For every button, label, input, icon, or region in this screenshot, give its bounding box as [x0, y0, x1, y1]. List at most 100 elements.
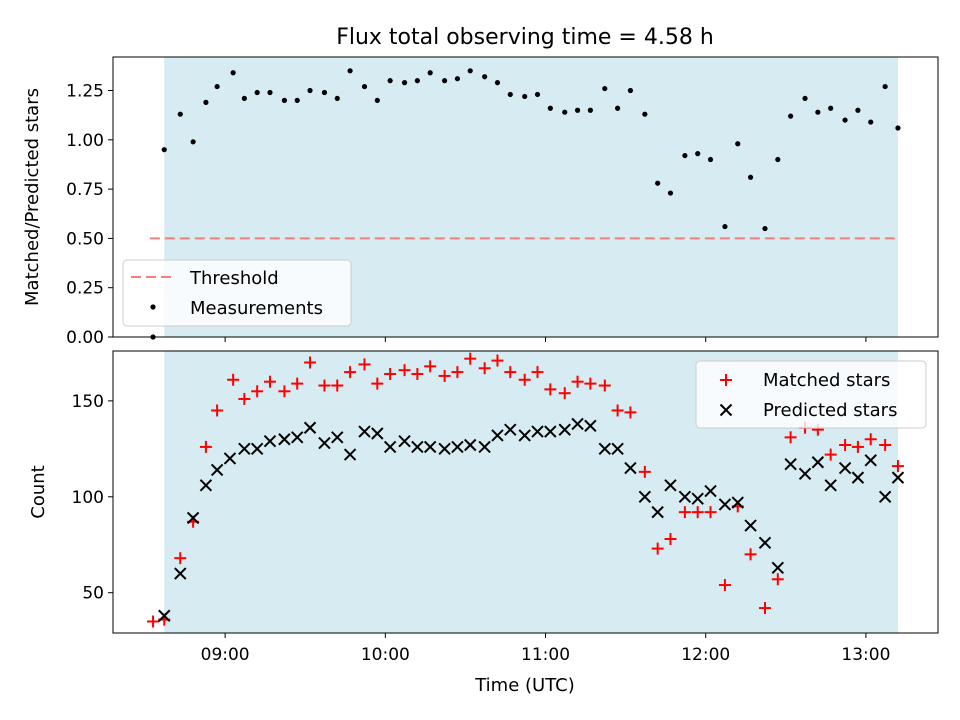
- measurement-point: [574, 107, 581, 113]
- legend-predicted-swatch: [719, 403, 733, 417]
- x-tick-label: 12:00: [681, 645, 730, 665]
- measurement-point: [788, 113, 794, 119]
- matched-star-point: [398, 364, 411, 377]
- predicted-star-point: [343, 448, 357, 461]
- measurement-point: [695, 151, 701, 157]
- measurement-point: [707, 156, 714, 163]
- measurement-point: [855, 107, 861, 113]
- measurement-point: [254, 89, 260, 96]
- x-axis-label: Time (UTC): [474, 675, 575, 696]
- predicted-star-point: [771, 561, 785, 574]
- predicted-star-point: [851, 471, 865, 484]
- top-y-tick-label: 0.75: [66, 180, 104, 200]
- predicted-star-point: [383, 440, 397, 454]
- matched-star-point: [318, 379, 331, 392]
- measurement-point: [361, 83, 368, 90]
- matched-star-point: [344, 366, 357, 379]
- predicted-star-point: [263, 434, 277, 448]
- predicted-star-point: [303, 421, 317, 434]
- measurement-point: [230, 70, 236, 76]
- matched-star-point: [691, 506, 704, 519]
- predicted-star-point: [504, 423, 517, 436]
- matched-star-point: [491, 354, 504, 367]
- bottom-y-tick-label: 50: [82, 584, 104, 604]
- measurement-point: [307, 87, 313, 94]
- predicted-star-point: [210, 463, 224, 477]
- legend-measurements-label: Measurements: [190, 298, 323, 319]
- measurement-point: [414, 78, 420, 84]
- predicted-star-point: [784, 457, 797, 471]
- measurement-point: [427, 70, 433, 76]
- predicted-star-point: [691, 492, 704, 505]
- measurement-point: [775, 156, 781, 163]
- matched-star-point: [518, 373, 531, 386]
- predicted-star-point: [438, 442, 451, 456]
- measurement-point: [387, 78, 393, 84]
- predicted-star-point: [891, 471, 905, 484]
- bottom-x-ticks: 09:00 10:00 11:00 12:00 13:00: [201, 633, 890, 665]
- measurement-point: [868, 119, 874, 125]
- measurement-point: [602, 85, 608, 92]
- predicted-star-point: [478, 440, 491, 454]
- predicted-star-point: [611, 442, 624, 456]
- predicted-star-point: [250, 442, 264, 456]
- top-y-ticks: 0.00 0.25 0.50 0.75 1.00 1.25: [66, 82, 113, 348]
- predicted-star-points: [158, 417, 905, 622]
- measurement-point: [281, 97, 288, 103]
- matched-star-point: [238, 392, 251, 405]
- predicted-star-point: [371, 427, 384, 440]
- matched-star-point: [584, 377, 597, 390]
- matched-star-point: [531, 366, 544, 379]
- measurement-point: [267, 89, 273, 96]
- bottom-legend-box: [695, 360, 927, 429]
- top-y-tick-label: 0.00: [66, 328, 104, 348]
- predicted-star-point: [624, 461, 637, 475]
- matched-star-point: [638, 465, 651, 478]
- measurement-point: [294, 97, 300, 103]
- measurement-point: [615, 105, 621, 111]
- measurement-point: [347, 68, 353, 74]
- predicted-star-point: [544, 425, 557, 438]
- predicted-star-point: [199, 479, 213, 492]
- predicted-star-point: [291, 431, 304, 444]
- matched-star-point: [411, 368, 424, 381]
- predicted-star-point: [758, 536, 772, 550]
- measurement-point: [642, 111, 648, 117]
- predicted-star-point: [518, 429, 531, 442]
- measurement-point: [547, 105, 553, 111]
- predicted-star-point: [411, 440, 424, 454]
- measurement-point: [321, 89, 328, 96]
- matched-star-point: [771, 573, 784, 586]
- predicted-star-point: [278, 433, 291, 446]
- measurement-point: [177, 111, 183, 117]
- top-axes-frame: [112, 56, 939, 338]
- matched-star-point: [864, 433, 877, 446]
- x-tick-label: 09:00: [201, 645, 250, 665]
- predicted-star-point: [731, 496, 744, 509]
- legend-matched-label: Matched stars: [763, 370, 890, 391]
- predicted-star-point: [638, 490, 652, 504]
- matched-star-point: [384, 368, 397, 381]
- predicted-star-point: [571, 417, 584, 431]
- matched-star-point: [291, 377, 304, 390]
- measurement-point: [522, 93, 528, 100]
- bottom-legend: Matched stars Predicted stars: [695, 360, 927, 429]
- measurement-point: [587, 107, 593, 113]
- predicted-star-point: [598, 442, 612, 456]
- top-legend-box: [122, 259, 352, 327]
- measurement-point: [494, 80, 501, 86]
- matched-star-point: [704, 506, 717, 519]
- matched-star-point: [424, 360, 437, 373]
- measurement-point: [467, 68, 473, 74]
- predicted-star-point: [664, 479, 677, 492]
- matched-star-point: [558, 387, 571, 400]
- predicted-star-point: [704, 484, 717, 498]
- measurement-point: [203, 99, 209, 105]
- matched-star-point: [544, 383, 557, 396]
- matched-star-point: [263, 375, 276, 388]
- matched-star-point: [211, 404, 224, 417]
- predicted-star-point: [158, 609, 171, 622]
- predicted-star-point: [331, 431, 344, 444]
- matched-star-point: [227, 373, 240, 386]
